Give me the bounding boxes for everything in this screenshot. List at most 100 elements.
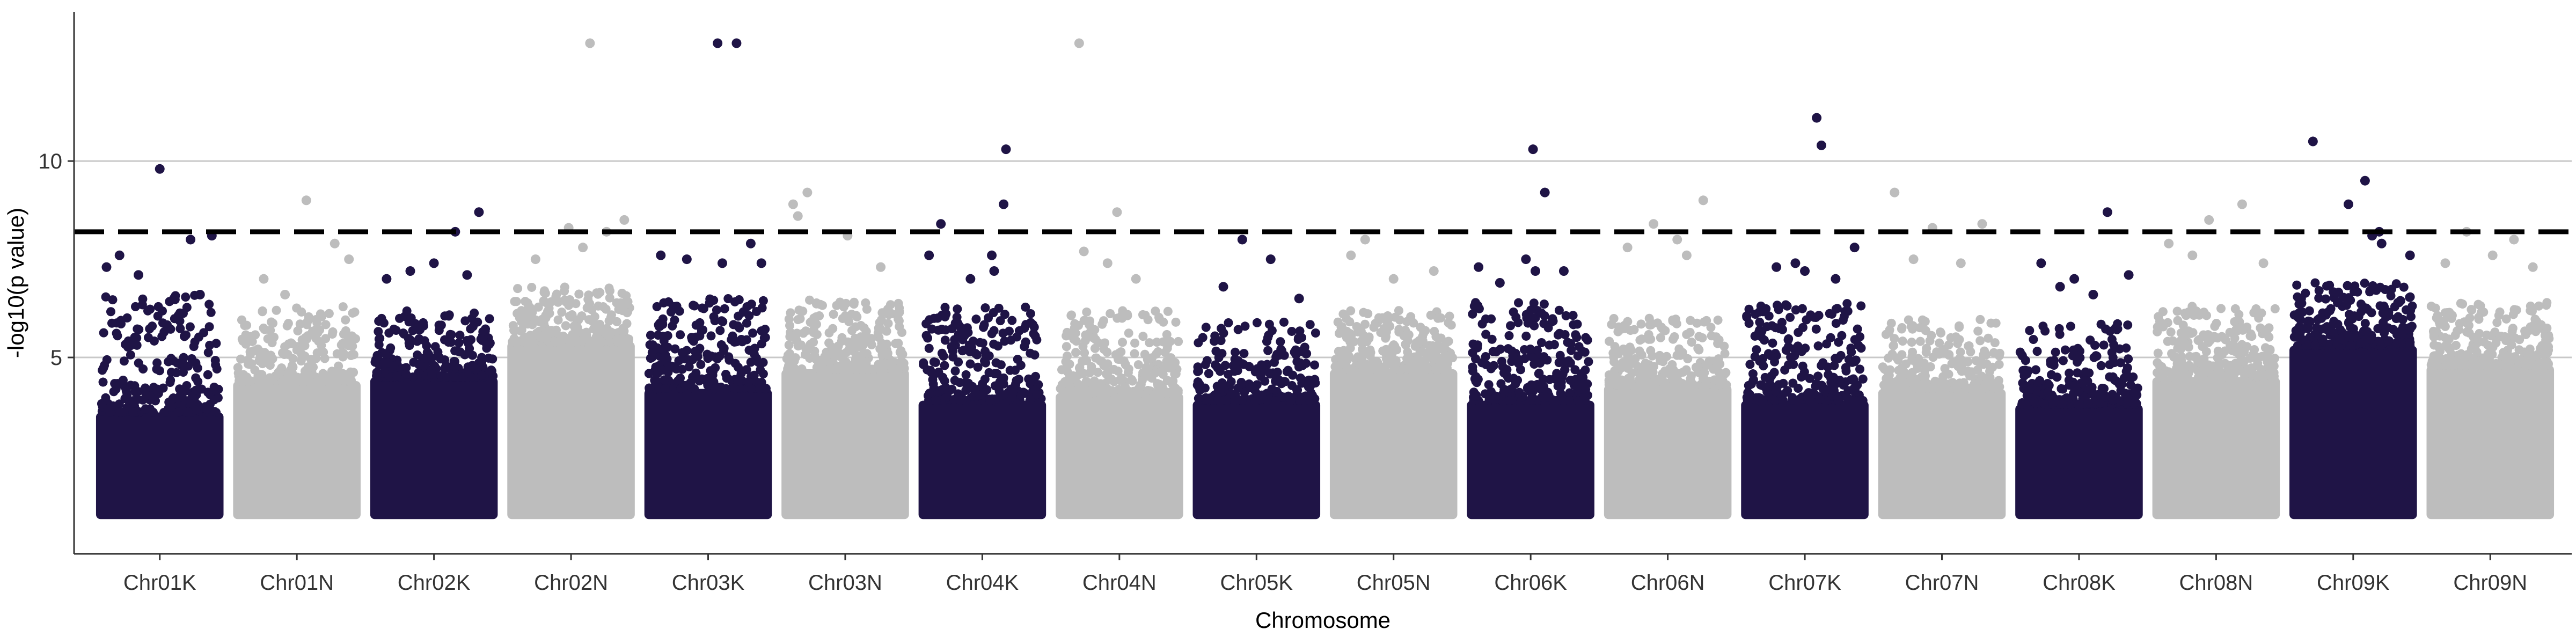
snp-point (1671, 378, 1681, 387)
peak-point (989, 266, 999, 276)
snp-point (672, 302, 682, 311)
snp-point (2453, 326, 2462, 336)
snp-point (2166, 327, 2176, 337)
snp-point (1648, 351, 1657, 361)
x-tick-label: Chr03N (808, 571, 882, 595)
snp-point (2032, 347, 2042, 356)
snp-point (1201, 323, 1211, 332)
snp-point (1973, 326, 1983, 336)
snp-point (1295, 326, 1305, 336)
snp-point (1271, 396, 1281, 406)
snp-point (2487, 349, 2497, 359)
snp-point (1826, 333, 1835, 342)
snp-point (1216, 367, 1225, 376)
snp-point (928, 379, 938, 389)
peak-point (169, 294, 179, 304)
snp-point (2353, 287, 2362, 297)
x-tick-label: Chr09K (2317, 571, 2390, 595)
snp-point (314, 376, 324, 386)
snp-point (567, 310, 577, 320)
snp-point (509, 336, 519, 346)
peak-point (1346, 250, 1356, 260)
snp-point (265, 360, 275, 370)
snp-point (1428, 341, 1437, 350)
snp-point (171, 368, 181, 377)
peak-point (2344, 199, 2354, 209)
snp-point (1759, 335, 1769, 345)
snp-point (883, 319, 893, 328)
snp-point (2314, 293, 2324, 303)
snp-point (1279, 317, 1289, 327)
snp-point (1813, 341, 1823, 351)
snp-point (1895, 373, 1905, 383)
snp-point (2026, 384, 2036, 394)
snp-point (2380, 328, 2389, 338)
snp-point (1754, 327, 1763, 337)
peak-point (2308, 136, 2318, 147)
snp-point (1064, 377, 1074, 387)
snp-point (122, 313, 132, 323)
snp-point (2542, 323, 2552, 333)
snp-point (193, 377, 203, 386)
snp-point (143, 306, 152, 316)
snp-point (838, 313, 847, 323)
snp-point (1016, 390, 1026, 400)
snp-point (664, 297, 674, 306)
snp-point (1555, 328, 1564, 338)
snp-point (584, 290, 594, 300)
snp-point (1975, 314, 1985, 324)
snp-point (1145, 338, 1154, 348)
snp-point (2317, 313, 2326, 323)
peak-point (2237, 199, 2247, 209)
snp-point (1827, 309, 1836, 319)
snp-point (1702, 316, 1711, 325)
snp-point (991, 358, 1001, 368)
peak-point (1474, 262, 1484, 272)
snp-point (268, 318, 277, 328)
snp-point (1161, 387, 1171, 397)
snp-point (1856, 301, 1866, 311)
snp-point (2359, 326, 2368, 336)
snp-point (2391, 279, 2401, 289)
snp-point (1915, 323, 1924, 333)
points (96, 38, 2555, 519)
snp-point (2544, 331, 2553, 340)
snp-point (186, 399, 196, 409)
snp-point (2088, 387, 2097, 397)
snp-point (619, 326, 629, 336)
snp-point (1788, 378, 1798, 388)
snp-point (693, 352, 702, 361)
snp-point (1194, 393, 1203, 403)
snp-point (480, 326, 490, 336)
snp-point (1565, 388, 1575, 398)
peak-point (114, 250, 125, 260)
snp-point (2126, 380, 2135, 390)
snp-point (1414, 358, 1424, 368)
peak-point (2440, 258, 2450, 268)
snp-point (617, 289, 627, 298)
snp-point (297, 307, 306, 317)
snp-point (2334, 288, 2344, 297)
snp-point (485, 314, 494, 324)
dense-points-band (1056, 392, 1183, 519)
snp-point (1528, 353, 1538, 362)
snp-point (785, 349, 794, 358)
snp-point (525, 303, 535, 312)
snp-point (1744, 304, 1754, 314)
snp-point (1511, 312, 1521, 322)
snp-point (1780, 365, 1790, 375)
snp-point (1333, 361, 1343, 371)
chromosome-points-Chr02N (507, 38, 635, 519)
snp-point (2185, 352, 2194, 361)
snp-point (254, 376, 264, 386)
snp-point (2365, 335, 2375, 345)
snp-point (1714, 335, 1724, 345)
snp-point (2440, 321, 2450, 331)
peak-point (2124, 270, 2134, 280)
snp-point (811, 312, 821, 322)
snp-point (999, 379, 1008, 389)
dense-points-band (1878, 389, 2006, 519)
snp-point (2176, 328, 2186, 338)
snp-point (969, 384, 978, 393)
chromosome-points-Chr02K (370, 207, 498, 519)
